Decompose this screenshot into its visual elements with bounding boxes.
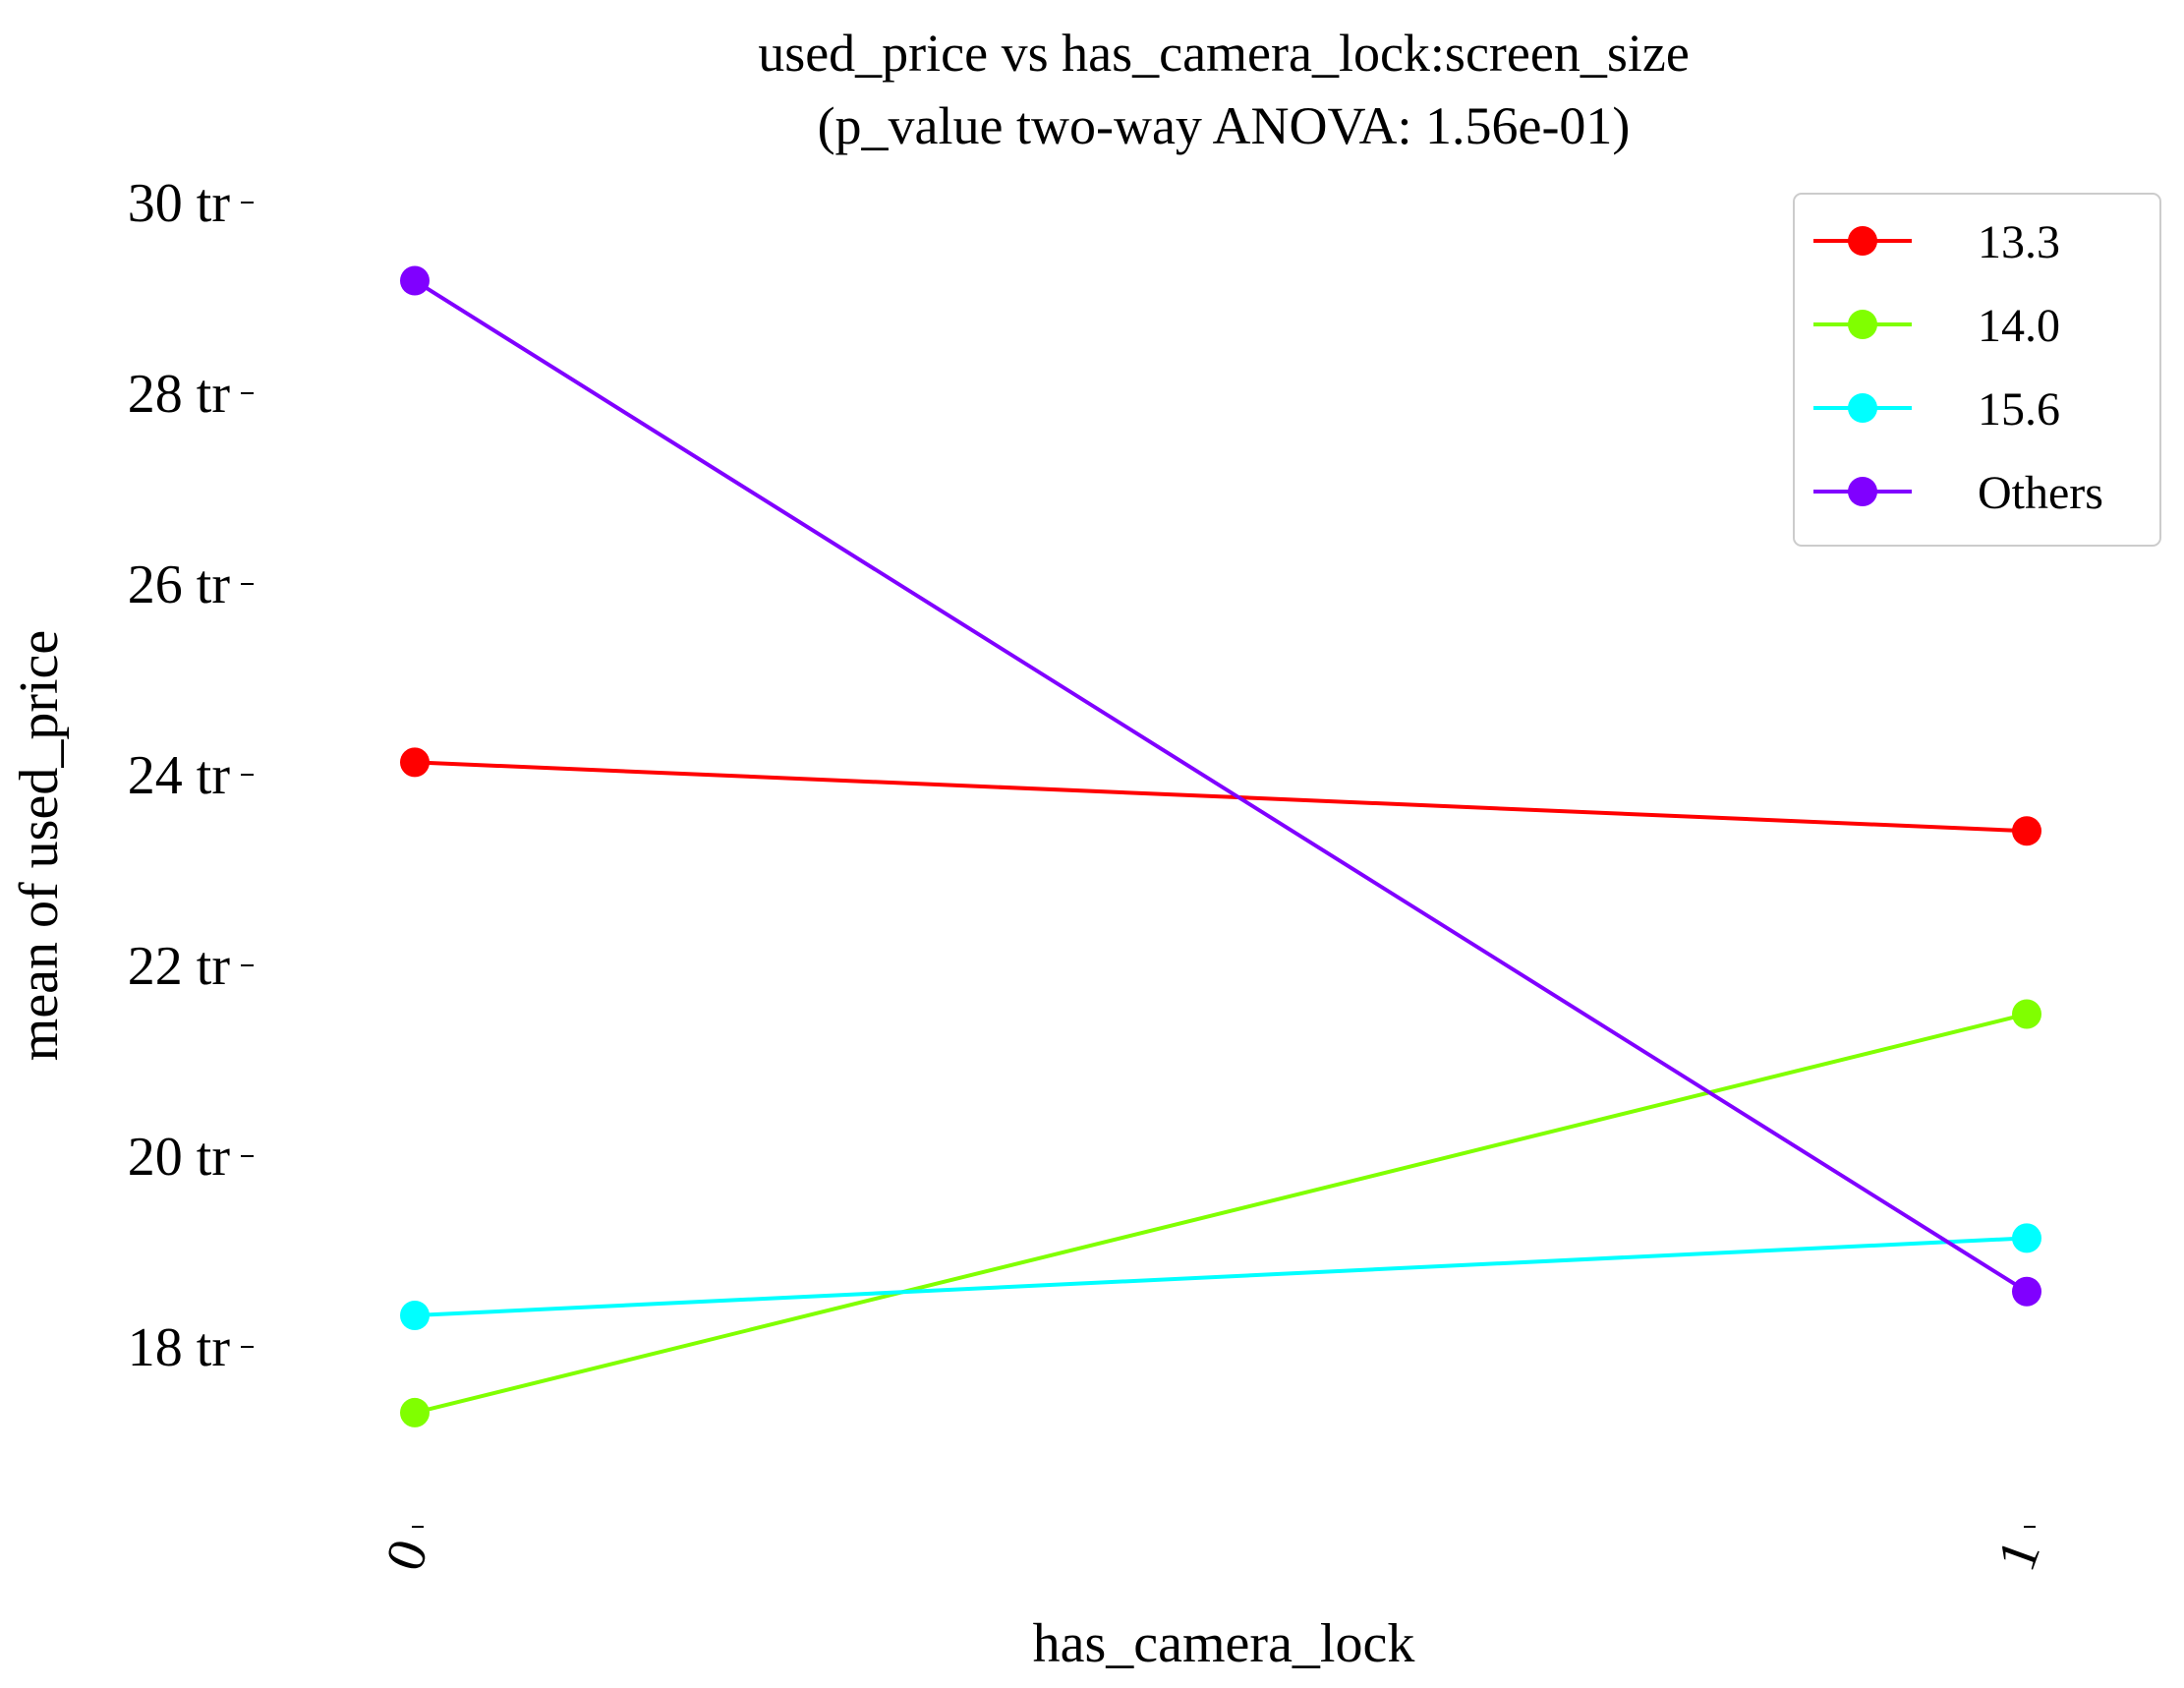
legend-label: 13.3 — [1978, 216, 2060, 268]
legend-label: Others — [1978, 467, 2103, 519]
x-tick-label: 1 — [1985, 1532, 2052, 1579]
x-axis-label: has_camera_lock — [1033, 1613, 1415, 1674]
y-axis-label: mean of used_price — [9, 630, 70, 1061]
legend-marker — [1848, 226, 1877, 256]
series-13-3 — [400, 747, 2041, 846]
legend-entry: 15.6 — [1813, 383, 2060, 436]
legend-entry: Others — [1813, 467, 2103, 519]
data-point — [2012, 1223, 2041, 1253]
chart-subtitle: (p_value two-way ANOVA: 1.56e-01) — [818, 96, 1631, 155]
x-tick-label: 0 — [374, 1532, 440, 1579]
y-tick-label: 30 tr — [128, 173, 231, 234]
legend-label: 14.0 — [1978, 300, 2060, 352]
legend-marker — [1848, 393, 1877, 423]
data-point — [2012, 816, 2041, 846]
series-15-6 — [400, 1223, 2041, 1330]
legend-label: 15.6 — [1978, 383, 2060, 436]
series-lines — [400, 265, 2041, 1427]
chart-title: used_price vs has_camera_lock:screen_siz… — [758, 24, 1690, 83]
series-others — [400, 265, 2041, 1307]
y-axis-ticks: 18 tr 20 tr 22 tr 24 tr 26 tr 28 tr 30 tr — [128, 173, 254, 1378]
legend: 13.3 14.0 15.6 Others — [1793, 193, 2161, 547]
y-tick-label: 26 tr — [128, 554, 231, 615]
legend-marker — [1848, 477, 1877, 506]
y-tick-label: 28 tr — [128, 364, 231, 425]
data-point — [400, 747, 430, 778]
data-point — [2012, 1276, 2041, 1307]
legend-entry: 14.0 — [1813, 300, 2060, 352]
y-tick-label: 22 tr — [128, 936, 231, 997]
legend-frame — [1793, 193, 2161, 547]
series-line — [413, 278, 2029, 1294]
series-line — [414, 760, 2028, 834]
y-tick-label: 20 tr — [128, 1127, 231, 1188]
legend-marker — [1848, 310, 1877, 339]
data-point — [400, 1300, 430, 1330]
y-tick-label: 18 tr — [128, 1317, 231, 1378]
series-line — [414, 1012, 2028, 1415]
y-tick-label: 24 tr — [128, 745, 231, 806]
data-point — [2012, 999, 2041, 1029]
series-14-0 — [400, 999, 2041, 1427]
series-line — [414, 1236, 2028, 1317]
legend-entry: 13.3 — [1813, 216, 2060, 268]
data-point — [400, 265, 430, 296]
data-point — [400, 1397, 430, 1427]
